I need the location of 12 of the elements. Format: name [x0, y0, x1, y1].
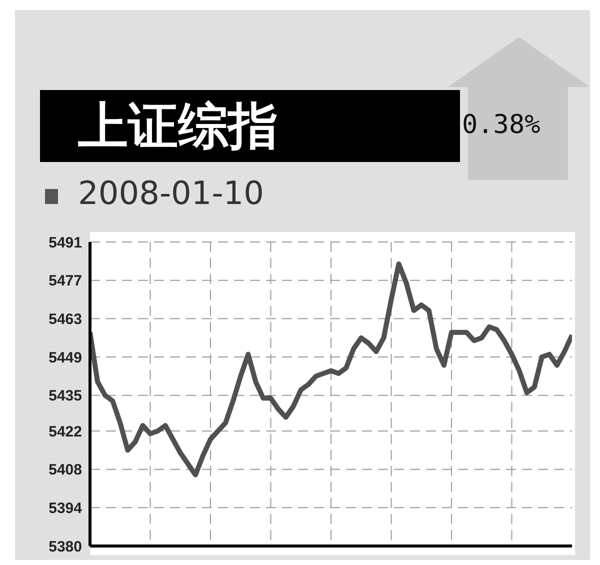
y-tick-label: 5491 [48, 234, 82, 252]
text: 0.38% [462, 110, 540, 140]
y-tick-label: 5477 [48, 272, 82, 290]
y-tick-label: 5408 [48, 462, 82, 479]
chart-title: 上证综指 [40, 90, 460, 162]
y-tick-label: 5435 [48, 388, 82, 405]
y-tick-label: 5422 [48, 423, 82, 440]
y-tick-label: 5380 [48, 538, 82, 556]
y-tick-label: 5449 [48, 349, 82, 366]
chart-subtitle: 2008-01-10 [78, 174, 264, 212]
y-tick-label: 5394 [48, 500, 83, 517]
y-tick-label: 5463 [48, 311, 82, 328]
